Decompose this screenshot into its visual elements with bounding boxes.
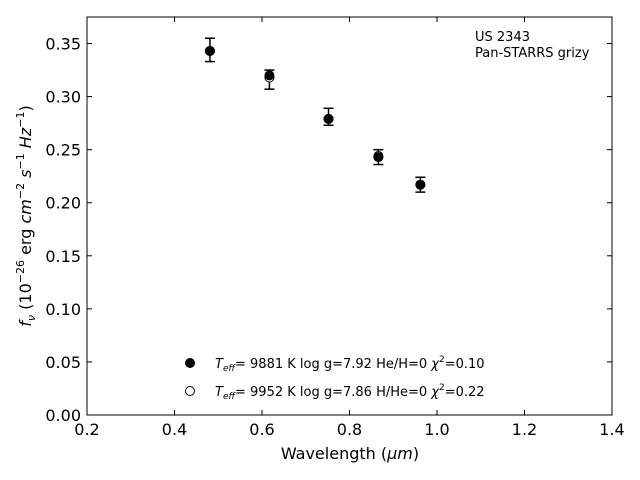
- x-tick-label: 0.2: [74, 420, 99, 439]
- legend-entry-filled: Teff= 9881 K log g=7.92 He/H=0 χ2=0.10: [215, 355, 485, 374]
- y-tick-label: 0.30: [45, 88, 81, 107]
- point-filled: [373, 152, 384, 163]
- y-tick-label: 0.35: [45, 35, 81, 54]
- y-tick-label: 0.05: [45, 353, 81, 372]
- y-tick-label: 0.00: [45, 406, 81, 425]
- x-tick-label: 0.4: [162, 420, 187, 439]
- annotation-survey-name: Pan-STARRS grizy: [475, 46, 590, 61]
- y-tick-label: 0.25: [45, 141, 81, 160]
- y-axis-label: fν (10−26 erg cm−2 s−1 Hz−1): [14, 105, 38, 326]
- x-axis-label: Wavelength (μm): [281, 444, 419, 463]
- point-filled: [323, 113, 334, 124]
- x-tick-label: 0.8: [337, 420, 362, 439]
- plot-area: 0.2 0.4 0.6 0.8 1.0 1.2 1.4 0.00 0.05 0.10 0.15 0.2…: [45, 16, 625, 439]
- y-tick-label: 0.10: [45, 300, 81, 319]
- x-tick-label: 1.2: [512, 420, 537, 439]
- point-filled: [415, 179, 426, 190]
- legend-marker-open: [185, 386, 195, 396]
- x-tick-label: 1.4: [599, 420, 624, 439]
- x-tick-label: 0.6: [249, 420, 274, 439]
- point-filled: [264, 70, 275, 81]
- legend-entry-open: Teff= 9952 K log g=7.86 H/He=0 χ2=0.22: [215, 383, 485, 402]
- x-tick-label: 1.0: [424, 420, 449, 439]
- y-tick-label: 0.20: [45, 194, 81, 213]
- legend: Teff= 9881 K log g=7.92 He/H=0 χ2=0.10 T…: [185, 355, 485, 402]
- y-tick-label: 0.15: [45, 247, 81, 266]
- point-filled: [204, 45, 215, 56]
- plot-frame: [86, 16, 613, 416]
- annotation-object-name: US 2343: [475, 30, 530, 45]
- legend-marker-filled: [185, 358, 195, 368]
